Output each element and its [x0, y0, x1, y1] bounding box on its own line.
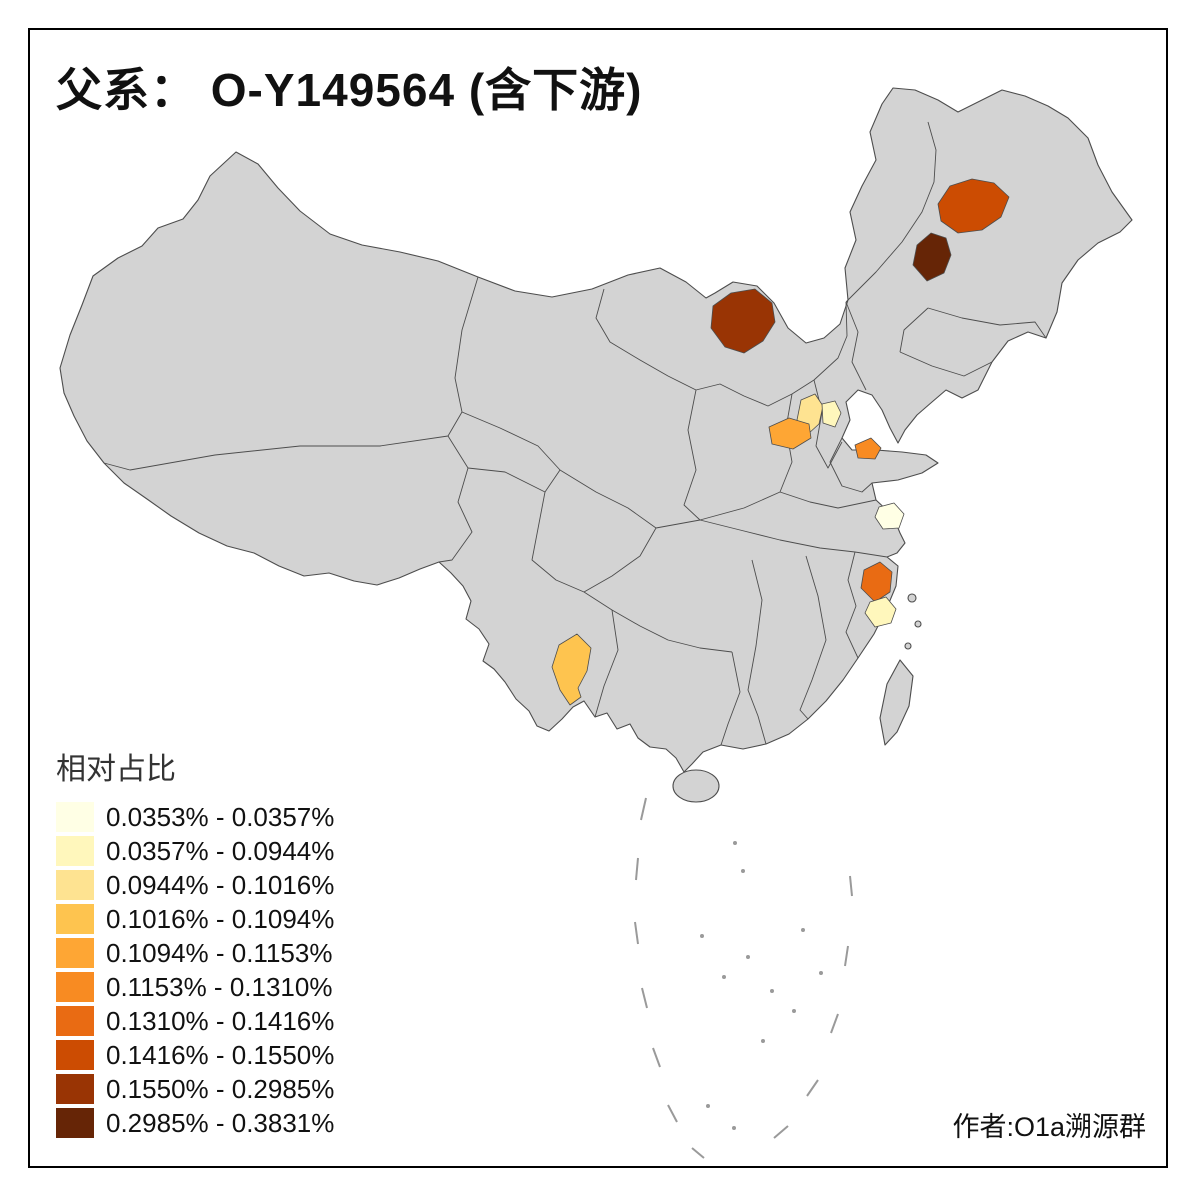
highlighted-region-northeast-1 — [937, 178, 1010, 234]
legend-row: 0.2985% - 0.3831% — [56, 1108, 334, 1138]
legend-swatch — [56, 938, 94, 968]
legend-swatch — [56, 904, 94, 934]
highlighted-region-northeast-2 — [912, 232, 952, 282]
legend-swatch — [56, 1108, 94, 1138]
legend-swatch — [56, 802, 94, 832]
legend-row: 0.0353% - 0.0357% — [56, 802, 334, 832]
highlighted-region-yunnan — [551, 633, 592, 706]
legend-label: 0.1416% - 0.1550% — [106, 1039, 335, 1070]
province-borders — [103, 121, 1047, 746]
coastal-islet — [907, 593, 917, 603]
legend-swatch — [56, 1006, 94, 1036]
legend-label: 0.1016% - 0.1094% — [106, 903, 335, 934]
legend-swatch — [56, 870, 94, 900]
south-china-sea-dashes — [634, 797, 853, 1159]
legend-row: 0.1310% - 0.1416% — [56, 1006, 334, 1036]
highlighted-region-shanxi-2 — [821, 400, 842, 428]
mainland — [59, 87, 1133, 773]
legend-row: 0.1416% - 0.1550% — [56, 1040, 334, 1070]
legend-label: 0.0944% - 0.1016% — [106, 869, 335, 900]
legend-row: 0.1094% - 0.1153% — [56, 938, 334, 968]
legend: 相对占比 0.0353% - 0.0357% 0.0357% - 0.0944%… — [56, 744, 334, 1142]
legend-label: 0.1094% - 0.1153% — [106, 937, 333, 968]
highlighted-region-shaanxi — [768, 417, 812, 450]
legend-label: 0.0357% - 0.0944% — [106, 835, 335, 866]
legend-label: 0.1310% - 0.1416% — [106, 1005, 335, 1036]
highlighted-regions — [551, 178, 1010, 706]
legend-swatch — [56, 1040, 94, 1070]
hainan-island — [672, 769, 720, 803]
page-title: 父系： O-Y149564 (含下游) — [56, 64, 643, 116]
legend-swatch — [56, 972, 94, 1002]
highlighted-region-jiangsu — [874, 502, 905, 530]
legend-label: 0.2985% - 0.3831% — [106, 1107, 335, 1138]
islands — [672, 593, 922, 803]
coastal-islet — [914, 620, 922, 628]
legend-title: 相对占比 — [56, 753, 176, 786]
taiwan-island — [879, 659, 914, 746]
legend-label: 0.1550% - 0.2985% — [106, 1073, 335, 1104]
coastal-islet — [904, 642, 912, 650]
legend-label: 0.1153% - 0.1310% — [106, 971, 333, 1002]
legend-row: 0.0357% - 0.0944% — [56, 836, 334, 866]
highlighted-region-shandong — [854, 437, 882, 460]
highlighted-region-zhejiang-2 — [864, 596, 897, 628]
legend-swatch — [56, 836, 94, 866]
legend-swatch — [56, 1074, 94, 1104]
legend-label: 0.0353% - 0.0357% — [106, 801, 335, 832]
legend-row: 0.1550% - 0.2985% — [56, 1074, 334, 1104]
mainland-outline — [59, 87, 1133, 773]
highlighted-region-zhejiang-1 — [860, 561, 893, 603]
legend-row: 0.0944% - 0.1016% — [56, 870, 334, 900]
attribution: 作者:O1a溯源群 — [952, 1112, 1146, 1142]
highlighted-region-inner-mongolia — [710, 288, 776, 354]
legend-row: 0.1153% - 0.1310% — [56, 972, 334, 1002]
legend-row: 0.1016% - 0.1094% — [56, 904, 334, 934]
